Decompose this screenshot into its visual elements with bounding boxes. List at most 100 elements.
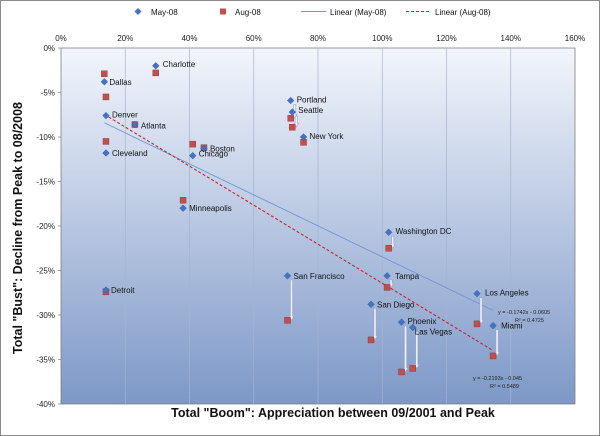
aug-marker-los-angeles [473,320,481,328]
city-label-denver: Denver [112,111,138,120]
city-label-dallas: Dallas [109,78,131,87]
trend-equation-aug-text: y = -0.2193x - 0.045 [473,376,522,382]
x-tick-label: 100% [372,34,392,43]
x-tick-label: 80% [310,34,326,43]
y-tick-label: -30% [36,311,55,320]
aug-marker-charlotte [152,69,159,77]
legend-label-aug: Aug-08 [235,8,261,17]
may-marker-minneapolis [179,204,187,212]
aug-marker-washington-dc [385,245,392,252]
city-label-new-york: New York [310,132,345,141]
may-marker-dallas [100,78,109,86]
y-tick-label: -15% [36,178,55,187]
may-marker-new-york [299,133,308,141]
city-label-seattle: Seattle [298,106,323,115]
aug-marker-las-vegas [409,365,416,372]
aug-marker-chicago [189,140,196,148]
aug-marker-san-francisco [284,317,291,324]
city-label-atlanta: Atlanta [141,122,166,131]
city-label-washington-dc: Washington DC [396,227,452,236]
change-arrow-phoenix [402,325,409,373]
may-marker-phoenix [397,318,406,326]
may-marker-washington-dc [384,228,393,236]
city-label-cleveland: Cleveland [112,149,148,158]
aug-marker-dallas [101,70,108,78]
legend-item-aug [220,8,226,15]
trend-r2-may-text: R² = 0.4725 [515,318,544,324]
city-label-los-angeles: Los Angeles [485,289,529,298]
city-label-phoenix: Phoenix [408,317,437,326]
city-label-detroit: Detroit [111,286,135,295]
y-tick-label: -25% [36,267,55,276]
change-arrow-las-vegas [413,331,420,369]
aug-marker-denver [102,93,110,101]
city-label-chicago: Chicago [199,150,229,159]
x-tick-label: 40% [181,34,197,43]
aug-marker-tampa [383,284,391,291]
city-label-minneapolis: Minneapolis [189,204,232,213]
may-marker-las-vegas [409,323,417,332]
may-marker-seattle [288,108,296,116]
y-tick-label: -40% [36,400,55,409]
may-marker-los-angeles [473,289,481,298]
x-tick-label: 160% [565,34,585,43]
aug-marker-seattle [289,124,296,131]
change-arrow-miami [494,329,501,357]
y-tick-label: 0% [43,44,55,53]
trend-equation-aug: y = -0.2193x - 0.045 R² = 0.5489 [473,376,522,390]
aug-marker-minneapolis [179,196,187,204]
legend-label-may: May-08 [151,8,178,17]
legend-item-may [134,8,142,15]
legend-label-linear-may: Linear (May-08) [330,8,387,17]
change-arrow-san-francisco [288,279,295,321]
city-label-san-francisco: San Francisco [293,272,345,281]
may-marker-miami [489,321,497,330]
aug-marker-cleveland [102,138,110,145]
x-axis-ticks: 0% 20% 40% 60% 80% 100% 120% 140% 160% [55,34,585,43]
may-marker-portland [287,96,295,105]
change-arrow-san-diego [372,308,378,341]
y-tick-label: -10% [36,133,55,142]
may-marker-charlotte [152,62,160,70]
may-marker-san-diego [367,300,375,309]
may-marker-detroit [102,286,110,294]
city-label-portland: Portland [297,96,327,105]
aug-marker-san-diego [367,336,375,344]
x-axis-title: Total "Boom": Appreciation between 09/20… [171,406,495,420]
x-tick-label: 120% [436,34,456,43]
city-label-san-diego: San Diego [377,300,415,309]
y-axis-title: Total "Bust": Decline from Peak to 08/20… [11,102,25,354]
legend: May-08 Aug-08 Linear (May-08) Linear (Au… [134,8,491,17]
may-marker-cleveland [102,149,110,157]
may-marker-atlanta [131,120,139,129]
y-tick-label: -5% [41,89,55,98]
may-marker-boston [200,144,208,153]
city-label-miami: Miami [501,322,523,331]
y-axis-ticks: 0% -5% -10% -15% -20% -25% -30% -35% -40% [36,44,61,409]
aug-marker-miami [489,352,497,360]
x-tick-label: 0% [55,34,67,43]
y-tick-label: -20% [36,222,55,231]
y-tick-label: -35% [36,356,55,365]
change-arrow-los-angeles [478,297,484,325]
aug-marker-portland [287,115,294,122]
x-tick-label: 20% [117,34,133,43]
may-marker-tampa [383,272,391,280]
may-marker-san-francisco [283,272,292,280]
legend-label-linear-aug: Linear (Aug-08) [435,8,491,17]
city-label-charlotte: Charlotte [163,60,196,69]
city-label-tampa: Tampa [395,272,420,281]
may-marker-chicago [189,152,197,160]
trend-equation-may-text: y = -0.1742x - 0.0605 [498,310,550,316]
trendline-aug [104,113,494,352]
legend-symbol-aug [220,8,226,15]
x-tick-label: 140% [501,34,521,43]
aug-marker-phoenix [398,368,405,376]
trend-r2-aug-text: R² = 0.5489 [490,384,519,390]
x-tick-label: 60% [246,34,262,43]
data-markers [100,62,497,376]
trendlines [104,113,494,352]
legend-symbol-may [134,8,142,15]
